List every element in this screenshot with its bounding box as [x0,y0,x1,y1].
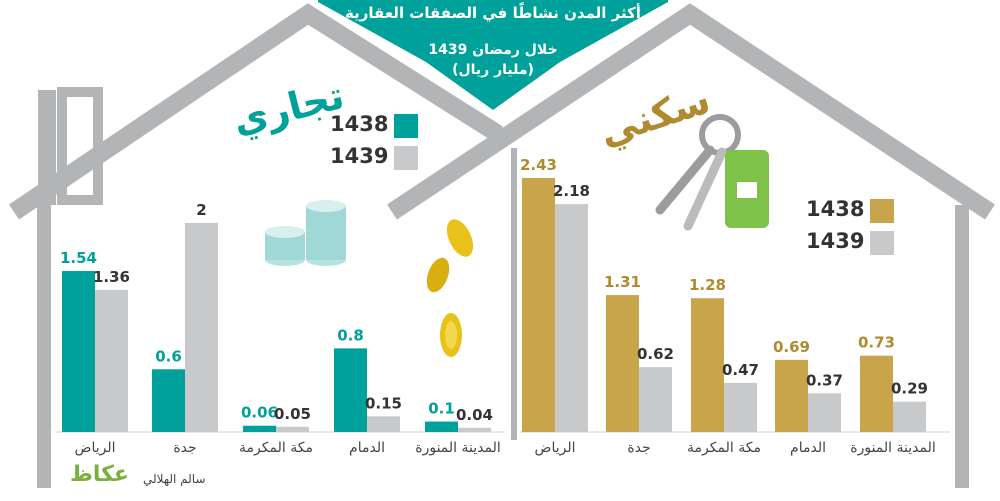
commercial-value-label-1438-0: 1.54 [60,249,97,267]
residential-value-label-1439-4: 0.29 [891,380,928,398]
commercial-legend-1438: 1438 [330,112,389,136]
commercial-category-label-2: مكة المكرمة [239,440,313,456]
residential-value-label-1439-0: 2.18 [553,182,590,200]
commercial-value-label-1438-4: 0.1 [428,400,455,418]
commercial-category-label-1: جدة [173,440,197,456]
author-credit: سالم الهلالي [143,472,206,486]
unit-label: (مليار ريال) [452,62,534,78]
gold-coins-icon [426,219,474,357]
commercial-value-label-1438-1: 0.6 [155,347,182,365]
residential-value-label-1438-4: 0.73 [858,334,895,352]
residential-bar-1439-0 [555,204,588,432]
commercial-bar-1439-1 [185,222,218,432]
residential-bar-1438-4 [860,355,893,432]
residential-bar-1438-3 [775,359,808,432]
residential-roof [387,3,995,220]
residential-value-label-1439-1: 0.62 [637,345,674,363]
residential-bar-1438-0 [522,178,555,432]
house-outline [8,3,995,220]
commercial-value-label-1439-4: 0.04 [456,406,493,424]
commercial-category-label-4: المدينة المنورة [415,440,501,456]
residential-legend-1439-swatch [870,231,894,255]
commercial-bar-1438-1 [152,369,185,432]
commercial-bar-1439-4 [458,427,491,432]
commercial-value-label-1438-3: 0.8 [337,326,364,344]
commercial-roof [8,3,503,220]
commercial-value-label-1439-3: 0.15 [365,394,402,412]
commercial-legend-1438-swatch [394,114,418,138]
residential-bar-1439-3 [808,393,841,432]
residential-category-label-3: الدمام [790,440,826,456]
commercial-value-label-1439-1: 2 [196,201,206,219]
residential-legend-1438: 1438 [806,197,865,221]
residential-category-label-1: جدة [627,440,651,456]
commercial-category-label-0: الرياض [74,440,116,456]
residential-bar-1439-4 [893,401,926,432]
residential-bar-1439-1 [639,367,672,432]
commercial-value-label-1439-2: 0.05 [274,405,311,423]
residential-bar-1438-1 [606,295,639,432]
residential-value-label-1438-3: 0.69 [773,338,810,356]
commercial-bar-1438-4 [425,421,458,432]
commercial-category-label-3: الدمام [349,440,385,456]
title-banner [318,0,668,110]
residential-value-label-1438-1: 1.31 [604,273,641,291]
coins-stack-icon [265,200,346,266]
commercial-bar-1439-3 [367,416,400,432]
residential-value-label-1439-3: 0.37 [806,371,843,389]
publication-logo: عكاظ [70,462,129,487]
commercial-bar-1439-2 [276,426,309,432]
residential-bar-1439-2 [724,382,757,432]
residential-value-label-1438-2: 1.28 [689,276,726,294]
residential-category-label-2: مكة المكرمة [687,440,761,456]
commercial-legend-1439: 1439 [330,144,389,168]
residential-legend-1438-swatch [870,199,894,223]
left-chimney [38,90,56,205]
commercial-bar-1438-3 [334,348,367,432]
bar-marks [62,178,926,432]
value-labels: 1.541.360.620.060.050.80.15 0.1 0.042.432.… [60,156,928,424]
left-chimney-inner [57,87,103,205]
commercial-value-label-1438-2: 0.06 [241,404,278,422]
residential-value-label-1438-0: 2.43 [520,156,557,174]
commercial-legend-1439-swatch [394,146,418,170]
commercial-bar-1438-0 [62,271,95,432]
residential-legend-1439: 1439 [806,229,865,253]
residential-category-label-4: المدينة المنورة [850,440,936,456]
residential-category-label-0: الرياض [534,440,576,456]
house-keys-icon [655,114,769,231]
residential-bar-1438-2 [691,298,724,432]
commercial-value-label-1439-0: 1.36 [93,268,130,286]
residential-value-label-1439-2: 0.47 [722,361,759,379]
chart-subtitle: خلال رمضان 1439 [428,42,558,58]
chart-title: أكثر المدن نشاطًا في الصفقات العقارية [345,4,641,22]
commercial-bar-1439-0 [95,289,128,432]
commercial-bar-1438-2 [243,425,276,432]
